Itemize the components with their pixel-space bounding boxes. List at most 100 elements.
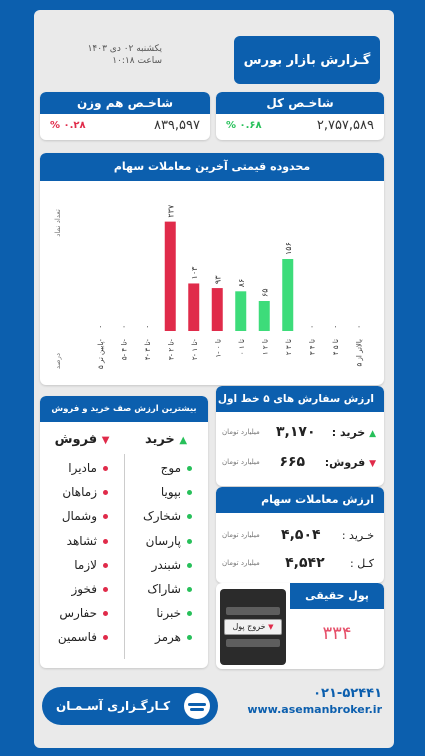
chart-bar (188, 283, 200, 331)
footer-brand: کـارگـزاری آسـمـان (42, 687, 218, 725)
total-index-card: شاخـص کل % ۰.۶۸ ۲,۷۵۷,۵۸۹ (216, 92, 384, 140)
buy-queue-symbol: پارسان (145, 533, 181, 548)
trades-total-unit: میلیارد تومان (222, 559, 260, 567)
sell-queue-bullet-icon (103, 586, 108, 592)
queue-title: بیشترین ارزش صف خرید و فروش (40, 396, 208, 422)
sell-queue-bullet-icon (103, 538, 108, 544)
footer-phone: ۰۲۱-۵۲۴۴۱ (313, 686, 382, 701)
chart-bar (235, 291, 247, 331)
indicator-ghost-top (226, 607, 280, 615)
report-time: ساعت ۱۰:۱۸ (112, 56, 162, 66)
sell-queue-symbol: ماديرا (68, 461, 97, 475)
queue-divider (124, 454, 125, 659)
chart-category-label: ۱ تا ۲ (261, 339, 269, 355)
buy-queue-symbol: موج (160, 461, 181, 475)
total-index-change: % ۰.۶۸ (226, 120, 262, 131)
chart-category-label: ۲- تا ۱- (191, 339, 199, 361)
orders-card: ارزش سفارش های ۵ خط اول ▲ خرید : ۳,۱۷۰ م… (216, 386, 384, 486)
up-arrow-icon: ▲ (179, 435, 188, 446)
trades-buy-row: خـرید : ۴,۵۰۴ میلیارد تومان (222, 527, 374, 543)
chart-value-label: ۰ (354, 325, 363, 329)
chart-ylabel: تعداد نماد (54, 209, 62, 237)
footer-website[interactable]: www.asemanbroker.ir (247, 703, 382, 716)
sell-queue-item: وشمال (40, 504, 124, 528)
up-arrow-icon: ▲ (369, 428, 376, 439)
down-arrow-icon: ▼ (268, 623, 274, 631)
buy-queue-item: هرمز (124, 625, 208, 649)
chart-value-label: ۰ (143, 325, 152, 329)
chart-category-label: بالاتر از ۵ (355, 339, 363, 366)
chart-category-label: ۴- تا ۳- (144, 339, 152, 361)
sell-queue-item: لازما (40, 553, 124, 577)
queue-sell-list: ماديرا زماهان وشمال ثشاهد لازما فخوز حفارس فاسم… (40, 456, 124, 650)
orders-title: ارزش سفارش های ۵ خط اول (216, 386, 384, 412)
queue-buy-header: ▲ خرید (124, 432, 208, 447)
buy-queue-item: خبرنا (124, 601, 208, 625)
sell-queue-bullet-icon (103, 611, 108, 617)
report-page: یکشنبه ۰۲ دی ۱۴۰۳ ساعت ۱۰:۱۸ گـزارش بازا… (34, 10, 394, 748)
chart-value-label: ۲۳۷ (166, 204, 175, 218)
chart-bar (282, 259, 294, 331)
chart-value-label: ۹۳ (213, 275, 222, 284)
real-money-title: پول حقیقی (290, 583, 384, 609)
chart-category-label: ۳- تا ۲- (167, 339, 175, 361)
chart-value-label: ۰ (331, 325, 340, 329)
sell-queue-symbol: زماهان (62, 485, 97, 500)
trades-title: ارزش معاملات سهام (216, 487, 384, 513)
down-arrow-icon: ▼ (369, 458, 376, 469)
money-flow-indicator: ▼ خروج پول (220, 589, 286, 665)
report-date: یکشنبه ۰۲ دی ۱۴۰۳ (87, 44, 162, 54)
buy-queue-bullet-icon (187, 562, 192, 568)
buy-queue-bullet-icon (187, 514, 192, 520)
orders-sell-value: ۶۶۵ (279, 454, 306, 470)
money-flow-status: ▼ خروج پول (224, 619, 282, 635)
chart-bar (164, 221, 176, 331)
orders-buy-value: ۳,۱۷۰ (276, 424, 316, 440)
trades-buy-unit: میلیارد تومان (222, 531, 260, 539)
chart-category-label: ۱- تا ۰ (214, 339, 222, 358)
footer-contact: ۰۲۱-۵۲۴۴۱ www.asemanbroker.ir (230, 686, 382, 716)
sell-queue-item: ماديرا (40, 456, 124, 480)
orders-sell-label: فروش: (324, 455, 366, 469)
chart-value-label: ۰ (119, 325, 128, 329)
trades-buy-value: ۴,۵۰۴ (281, 527, 321, 543)
price-range-chart-card: محدوده قیمتی آخرین معاملات سهام تعداد نم… (40, 153, 384, 385)
buy-queue-item: شبندر (124, 553, 208, 577)
buy-queue-symbol: بپویا (160, 485, 181, 500)
sell-queue-item: حفارس (40, 601, 124, 625)
money-flow-status-text: خروج پول (232, 622, 266, 631)
report-title-text: گـزارش بازار بورس (243, 52, 371, 68)
trades-total-label: کـل : (350, 556, 374, 570)
total-index-value: ۲,۷۵۷,۵۸۹ (316, 118, 374, 133)
sell-queue-item: زماهان (40, 480, 124, 504)
trades-total-value: ۴,۵۴۲ (285, 555, 325, 571)
chart-category-label: پایین تر ۵- (97, 339, 105, 370)
trades-card: ارزش معاملات سهام خـرید : ۴,۵۰۴ میلیارد … (216, 487, 384, 583)
trades-buy-label: خـرید : (341, 528, 374, 542)
chart-value-label: ۱۰۳ (190, 266, 199, 280)
down-arrow-icon: ▼ (101, 435, 110, 446)
indicator-ghost-bottom (226, 639, 280, 647)
price-range-chart: تعداد نماد درصد ۰ پایین تر ۵- ۰ ۵- تا ۴- ۰ ۴-… (54, 204, 363, 370)
brand-logo-icon (184, 693, 210, 719)
buy-queue-symbol: شخارک (143, 509, 181, 524)
chart-value-label: ۰ (96, 325, 105, 329)
sell-queue-bullet-icon (103, 490, 108, 496)
equal-index-title: شاخـص هم وزن (40, 92, 210, 114)
brand-name: کـارگـزاری آسـمـان (56, 699, 171, 713)
buy-queue-item: شخارک (124, 504, 208, 528)
sell-queue-item: ثشاهد (40, 529, 124, 553)
chart-value-label: ۸۶ (237, 279, 246, 288)
buy-queue-item: شاراک (124, 577, 208, 601)
chart-category-label: ۵- تا ۴- (120, 339, 128, 361)
equal-index-card: شاخـص هم وزن % ۰.۲۸ ۸۳۹,۵۹۷ (40, 92, 210, 140)
buy-queue-symbol: هرمز (155, 630, 181, 645)
buy-queue-bullet-icon (187, 490, 192, 496)
sell-queue-item: فخوز (40, 577, 124, 601)
chart-xlabel: درصد (54, 353, 62, 369)
queue-buy-label: خرید (144, 432, 175, 447)
trades-total-row: کـل : ۴,۵۴۲ میلیارد تومان (222, 555, 374, 571)
chart-category-label: ۴ تا ۵ (332, 339, 340, 355)
sell-queue-symbol: لازما (74, 557, 97, 572)
chart-title: محدوده قیمتی آخرین معاملات سهام (40, 153, 384, 181)
